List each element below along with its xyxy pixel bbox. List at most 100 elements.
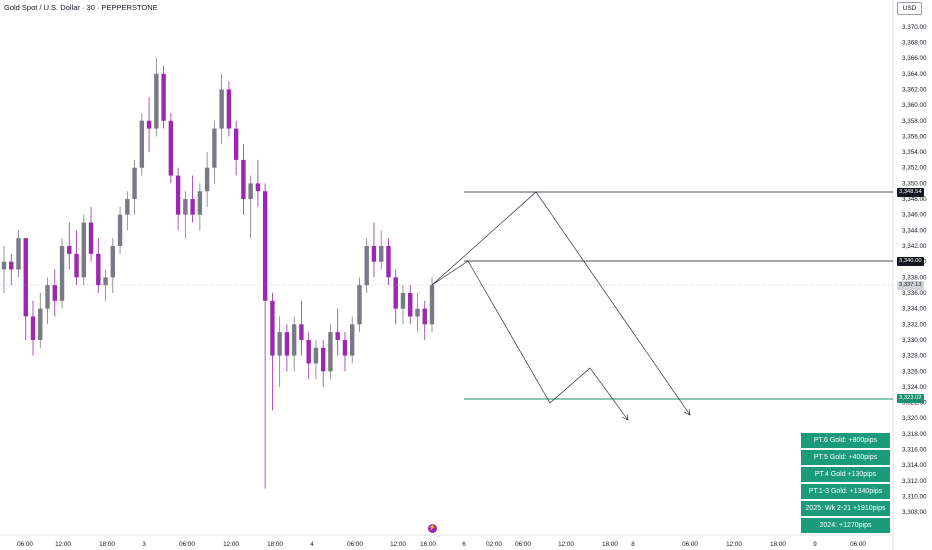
candle-body xyxy=(45,285,49,308)
price-tick-label: 3,326.00 xyxy=(902,368,927,375)
annotation-box[interactable]: PT.5 Gold: +400pips xyxy=(801,450,890,465)
candle-body xyxy=(31,316,35,339)
price-tick-label: 3,318.00 xyxy=(902,431,927,438)
price-tick-label: 3,336.00 xyxy=(902,290,927,297)
candle-body xyxy=(306,340,310,363)
candle xyxy=(176,168,180,231)
candle xyxy=(118,207,122,254)
price-tick-label: 3,342.00 xyxy=(902,243,927,250)
time-tick-label: 18:00 xyxy=(770,541,786,548)
candle-body xyxy=(263,191,267,301)
candle xyxy=(24,238,28,340)
candle-body xyxy=(16,238,20,269)
time-tick-label: 8 xyxy=(631,541,635,548)
candle-body xyxy=(430,285,434,324)
time-tick-label: 3 xyxy=(142,541,146,548)
candle-body xyxy=(277,332,281,355)
candle-body xyxy=(53,285,57,301)
price-tick-label: 3,366.00 xyxy=(902,55,927,62)
candle-body xyxy=(212,129,216,168)
candle xyxy=(241,144,245,214)
price-label-level-high: 3,348.54 xyxy=(897,188,924,197)
price-tick-label: 3,310.00 xyxy=(902,494,927,501)
candle-body xyxy=(140,121,144,168)
candle-body xyxy=(132,168,136,199)
candle xyxy=(16,230,20,277)
projection-path-2[interactable] xyxy=(432,261,628,420)
candle-body xyxy=(89,223,93,254)
candle-body xyxy=(190,199,194,215)
time-tick-label: 06:00 xyxy=(515,541,531,548)
candle xyxy=(357,277,361,332)
candle xyxy=(314,340,318,379)
candle xyxy=(270,293,274,410)
time-tick-label: 06:00 xyxy=(179,541,195,548)
candle-body xyxy=(60,246,64,301)
candle-body xyxy=(285,332,289,355)
event-flag-icon[interactable]: ⚡ xyxy=(428,524,437,533)
currency-button[interactable]: USD xyxy=(897,2,922,15)
candle-body xyxy=(350,324,354,355)
time-tick-label: 6 xyxy=(462,541,466,548)
annotation-box[interactable]: 2025: Wk 2-21 +1910pips xyxy=(801,501,890,516)
time-tick-label: 06:00 xyxy=(347,541,363,548)
candle-body xyxy=(343,340,347,356)
price-tick-label: 3,350.00 xyxy=(902,180,927,187)
candle xyxy=(408,285,412,324)
price-tick-label: 3,352.00 xyxy=(902,165,927,172)
annotation-box[interactable]: 2024: +1270pips xyxy=(801,518,890,533)
candle-body xyxy=(314,348,318,364)
candle-body xyxy=(2,262,6,270)
candle xyxy=(60,238,64,308)
price-tick-label: 3,346.00 xyxy=(902,212,927,219)
candle xyxy=(299,301,303,356)
annotation-box[interactable]: PT.1-3 Gold: +1340pips xyxy=(801,484,890,499)
annotation-box[interactable]: PT.6 Gold: +800pips xyxy=(801,433,890,448)
candle xyxy=(53,270,57,317)
time-tick-label: 06:00 xyxy=(17,541,33,548)
candle xyxy=(74,230,78,285)
price-tick-label: 3,316.00 xyxy=(902,447,927,454)
price-label-level-low: 3,323.02 xyxy=(897,394,924,403)
price-label-level-mid: 3,340.00 xyxy=(897,257,924,266)
candle-body xyxy=(270,301,274,356)
symbol-title: Gold Spot / U.S. Dollar · 30 · PEPPERSTO… xyxy=(4,3,158,12)
price-tick-label: 3,332.00 xyxy=(902,321,927,328)
candle-body xyxy=(147,121,151,129)
candle xyxy=(328,324,332,379)
candle-body xyxy=(161,74,165,121)
candle-body xyxy=(299,324,303,340)
price-tick-label: 3,320.00 xyxy=(902,415,927,422)
candle xyxy=(372,223,376,278)
candle-body xyxy=(328,332,332,371)
candle xyxy=(430,277,434,332)
time-tick-label: 12:00 xyxy=(390,541,406,548)
candle xyxy=(9,254,13,285)
annotation-box[interactable]: PT.4 Gold +130pips xyxy=(801,467,890,482)
candle xyxy=(219,74,223,144)
candle xyxy=(212,121,216,184)
price-tick-label: 3,328.00 xyxy=(902,353,927,360)
candle-body xyxy=(154,74,158,129)
candle-body xyxy=(38,309,42,340)
price-tick-label: 3,312.00 xyxy=(902,478,927,485)
projection-path-1[interactable] xyxy=(432,192,690,415)
candle xyxy=(263,183,267,488)
price-tick-label: 3,324.00 xyxy=(902,384,927,391)
candle-body xyxy=(169,121,173,176)
candle xyxy=(256,160,260,207)
candle-body xyxy=(82,223,86,278)
candle-body xyxy=(241,160,245,199)
candle xyxy=(169,113,173,183)
time-tick-label: 16:00 xyxy=(420,541,436,548)
candle-body xyxy=(335,332,339,340)
candle-body xyxy=(248,183,252,199)
time-tick-label: 9 xyxy=(813,541,817,548)
candle xyxy=(38,293,42,348)
price-tick-label: 3,364.00 xyxy=(902,71,927,78)
candle xyxy=(125,191,129,230)
candles-group xyxy=(2,58,434,489)
candle-body xyxy=(111,246,115,277)
